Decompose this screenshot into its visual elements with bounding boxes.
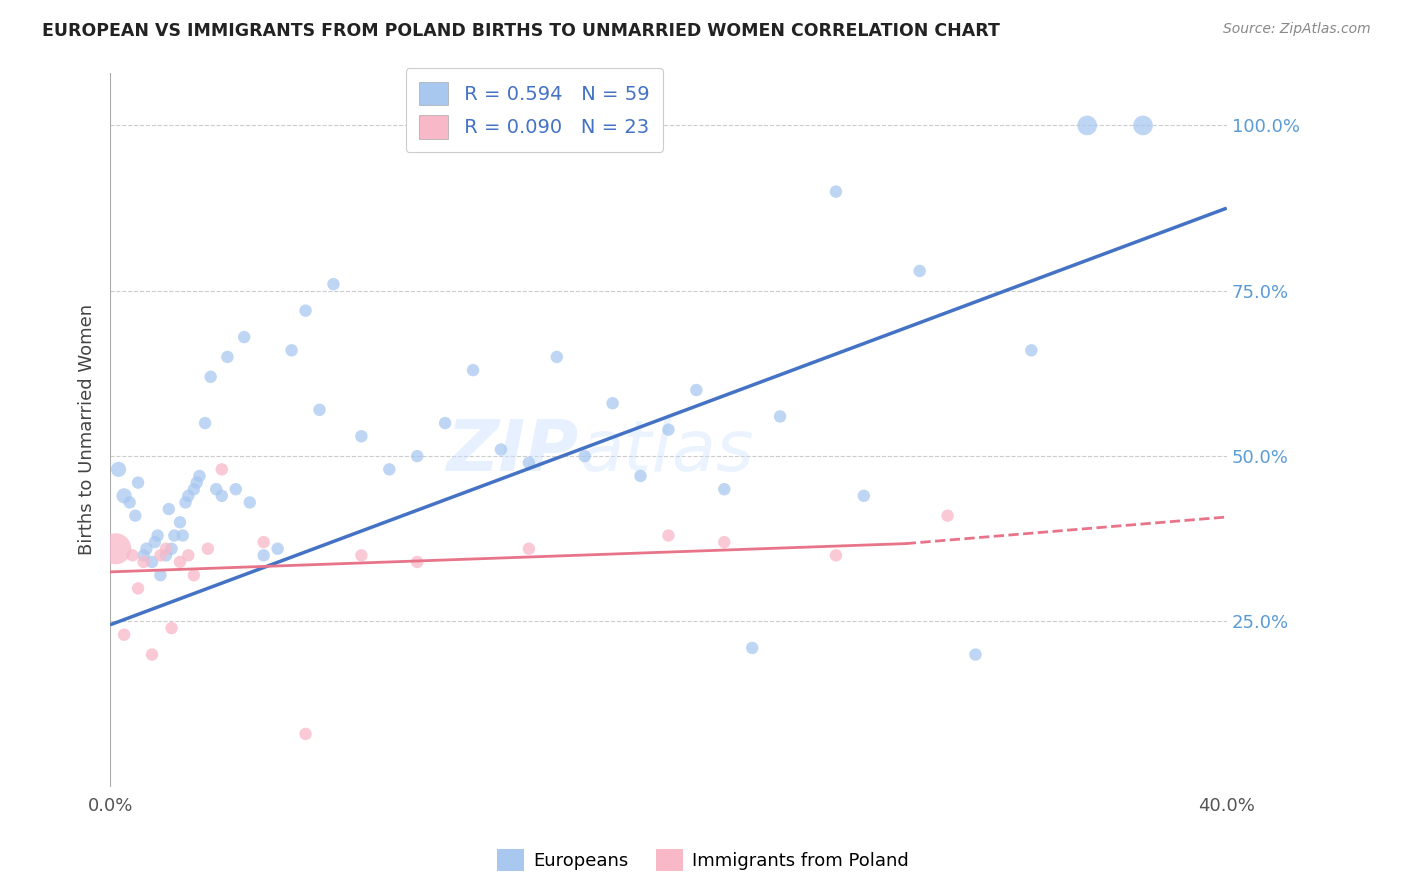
Text: ZIP: ZIP — [447, 417, 579, 485]
Point — [177, 489, 200, 503]
Point — [294, 727, 316, 741]
Point — [825, 185, 848, 199]
Legend:  R = 0.594   N = 59,  R = 0.090   N = 23: R = 0.594 N = 59, R = 0.090 N = 23 — [405, 68, 664, 153]
Point — [406, 555, 429, 569]
Point — [517, 456, 540, 470]
Point — [177, 549, 200, 563]
Text: Source: ZipAtlas.com: Source: ZipAtlas.com — [1223, 22, 1371, 37]
Point — [205, 482, 228, 496]
Point — [160, 541, 183, 556]
Text: EUROPEAN VS IMMIGRANTS FROM POLAND BIRTHS TO UNMARRIED WOMEN CORRELATION CHART: EUROPEAN VS IMMIGRANTS FROM POLAND BIRTH… — [42, 22, 1000, 40]
Point — [378, 462, 401, 476]
Point — [350, 549, 373, 563]
Point — [630, 469, 652, 483]
Point — [146, 528, 169, 542]
Point — [936, 508, 959, 523]
Point — [517, 541, 540, 556]
Point — [118, 495, 141, 509]
Point — [225, 482, 247, 496]
Point — [155, 549, 177, 563]
Point — [280, 343, 302, 358]
Point — [769, 409, 792, 424]
Point — [350, 429, 373, 443]
Point — [741, 640, 763, 655]
Point — [239, 495, 262, 509]
Point — [132, 555, 155, 569]
Point — [121, 549, 143, 563]
Legend: Europeans, Immigrants from Poland: Europeans, Immigrants from Poland — [491, 842, 915, 879]
Point — [253, 549, 276, 563]
Point — [135, 541, 157, 556]
Point — [183, 568, 205, 582]
Point — [489, 442, 512, 457]
Point — [294, 303, 316, 318]
Point — [107, 462, 129, 476]
Point — [127, 582, 149, 596]
Point — [713, 482, 735, 496]
Point — [200, 369, 222, 384]
Point — [217, 350, 239, 364]
Point — [1076, 119, 1098, 133]
Point — [149, 568, 172, 582]
Point — [174, 495, 197, 509]
Point — [124, 508, 146, 523]
Point — [852, 489, 875, 503]
Point — [574, 449, 596, 463]
Point — [233, 330, 256, 344]
Point — [602, 396, 624, 410]
Point — [657, 528, 679, 542]
Point — [194, 416, 217, 430]
Point — [188, 469, 211, 483]
Point — [197, 541, 219, 556]
Point — [112, 489, 135, 503]
Y-axis label: Births to Unmarried Women: Births to Unmarried Women — [79, 304, 96, 555]
Point — [434, 416, 457, 430]
Point — [157, 502, 180, 516]
Point — [163, 528, 186, 542]
Point — [104, 541, 127, 556]
Point — [155, 541, 177, 556]
Point — [406, 449, 429, 463]
Point — [141, 648, 163, 662]
Point — [211, 462, 233, 476]
Point — [186, 475, 208, 490]
Point — [172, 528, 194, 542]
Point — [308, 402, 330, 417]
Point — [965, 648, 987, 662]
Point — [112, 628, 135, 642]
Point — [127, 475, 149, 490]
Point — [132, 549, 155, 563]
Point — [825, 549, 848, 563]
Point — [546, 350, 568, 364]
Point — [211, 489, 233, 503]
Point — [685, 383, 707, 397]
Point — [322, 277, 344, 292]
Point — [169, 555, 191, 569]
Point — [1021, 343, 1043, 358]
Point — [713, 535, 735, 549]
Point — [183, 482, 205, 496]
Point — [1132, 119, 1154, 133]
Point — [266, 541, 288, 556]
Point — [149, 549, 172, 563]
Point — [461, 363, 484, 377]
Text: atlas: atlas — [579, 417, 754, 485]
Point — [160, 621, 183, 635]
Point — [141, 555, 163, 569]
Point — [253, 535, 276, 549]
Point — [169, 516, 191, 530]
Point — [143, 535, 166, 549]
Point — [908, 264, 931, 278]
Point — [657, 423, 679, 437]
